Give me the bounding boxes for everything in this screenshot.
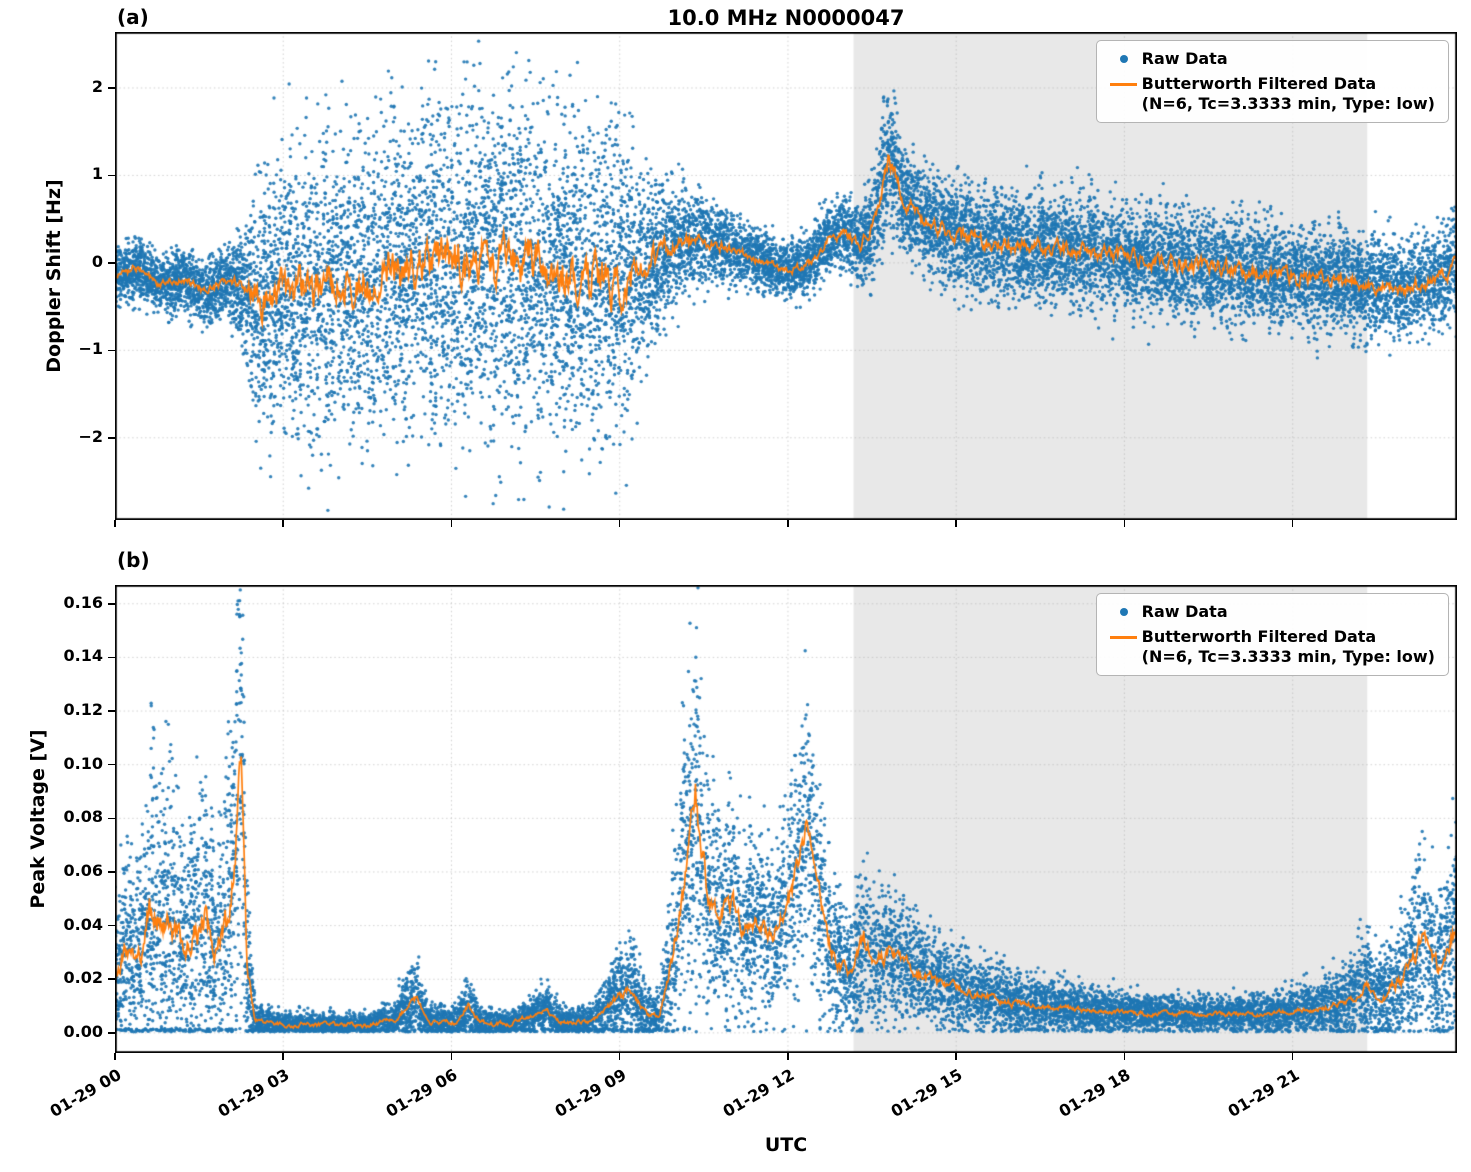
filtered-line-swatch-icon xyxy=(1110,635,1138,639)
x-tick-label: 01-29 21 xyxy=(1224,1065,1303,1121)
x-axis-tick xyxy=(1291,1053,1294,1060)
y-tick-label: 0.08 xyxy=(63,807,103,827)
y-tick-label: 0.04 xyxy=(63,914,103,934)
raw-data-marker-icon xyxy=(1119,608,1128,616)
figure-title: 10.0 MHz N0000047 xyxy=(667,6,905,30)
y-axis-tick xyxy=(108,262,115,264)
legend-entry-raw: Raw Data xyxy=(1106,602,1435,622)
y-axis-tick xyxy=(108,437,115,439)
legend-a: Raw Data Butterworth Filtered Data (N=6,… xyxy=(1095,40,1449,123)
x-axis-tick xyxy=(955,520,957,527)
x-tick-label: 01-29 03 xyxy=(214,1065,293,1121)
y-axis-tick xyxy=(108,763,115,766)
x-axis-tick xyxy=(282,520,284,527)
y-tick-label: 0.14 xyxy=(63,646,103,666)
x-axis-tick xyxy=(1123,520,1126,527)
y-tick-label: 0 xyxy=(91,251,103,271)
y-tick-label: 0.10 xyxy=(63,753,103,773)
legend-entry-raw: Raw Data xyxy=(1106,49,1435,69)
x-axis-tick xyxy=(450,1053,453,1060)
y-tick-label: 0.06 xyxy=(63,860,103,880)
x-axis-tick xyxy=(1291,520,1294,527)
x-axis-tick xyxy=(450,520,453,527)
y-axis-tick xyxy=(108,817,115,820)
legend-filtered-sublabel: (N=6, Tc=3.3333 min, Type: low) xyxy=(1141,94,1435,113)
x-axis-tick xyxy=(114,1053,116,1060)
x-axis-label: UTC xyxy=(764,1134,808,1156)
y-tick-label: 2 xyxy=(91,76,103,96)
legend-filtered-label: Butterworth Filtered Data xyxy=(1141,627,1377,646)
y-tick-label: 0.12 xyxy=(63,700,103,720)
y-tick-label: 0.16 xyxy=(63,592,103,612)
y-axis-tick xyxy=(108,87,115,89)
x-axis-tick xyxy=(1123,1053,1126,1060)
legend-entry-filtered: Butterworth Filtered Data (N=6, Tc=3.333… xyxy=(1106,74,1435,114)
x-axis-tick xyxy=(955,1053,957,1060)
x-tick-label: 01-29 00 xyxy=(46,1065,125,1121)
legend-b: Raw Data Butterworth Filtered Data (N=6,… xyxy=(1095,593,1449,676)
x-tick-label: 01-29 06 xyxy=(383,1065,461,1121)
x-tick-label: 01-29 09 xyxy=(551,1065,630,1121)
x-tick-label: 01-29 12 xyxy=(719,1065,798,1121)
x-axis-tick xyxy=(282,1053,284,1060)
legend-raw-label: Raw Data xyxy=(1141,49,1228,68)
voltage-panel: Raw Data Butterworth Filtered Data (N=6,… xyxy=(47,585,1457,1121)
x-axis-tick xyxy=(618,520,621,527)
y-axis-tick xyxy=(108,871,115,873)
x-axis-tick xyxy=(114,520,116,527)
y-axis-tick xyxy=(108,349,115,352)
y-axis-tick xyxy=(108,656,115,659)
x-axis-tick xyxy=(787,520,789,527)
x-tick-label: 01-29 18 xyxy=(1056,1065,1134,1121)
y-axis-tick xyxy=(108,174,115,177)
legend-raw-label: Raw Data xyxy=(1141,602,1228,621)
y-tick-label: 1 xyxy=(91,164,103,184)
raw-data-marker-icon xyxy=(1119,55,1128,63)
x-tick-label: 01-29 15 xyxy=(887,1065,966,1121)
panel-a-label: (a) xyxy=(117,5,149,29)
y-axis-tick xyxy=(108,710,115,712)
panel-b-label: (b) xyxy=(117,548,150,572)
legend-filtered-label: Butterworth Filtered Data xyxy=(1141,74,1377,93)
doppler-panel: Raw Data Butterworth Filtered Data (N=6,… xyxy=(78,32,1457,527)
y-axis-tick xyxy=(108,978,115,980)
y-axis-tick xyxy=(108,603,115,605)
y-tick-label: −1 xyxy=(78,339,103,359)
legend-filtered-sublabel: (N=6, Tc=3.3333 min, Type: low) xyxy=(1141,647,1435,666)
x-axis-tick xyxy=(787,1053,789,1060)
y-tick-label: 0.00 xyxy=(63,1021,103,1041)
y-axis-tick xyxy=(108,1032,115,1034)
x-axis-tick xyxy=(618,1053,621,1060)
legend-entry-filtered: Butterworth Filtered Data (N=6, Tc=3.333… xyxy=(1106,627,1435,667)
y-tick-label: −2 xyxy=(78,426,103,446)
y-tick-label: 0.02 xyxy=(63,968,103,988)
filtered-line-swatch-icon xyxy=(1110,82,1138,86)
y-axis-tick xyxy=(108,924,115,927)
